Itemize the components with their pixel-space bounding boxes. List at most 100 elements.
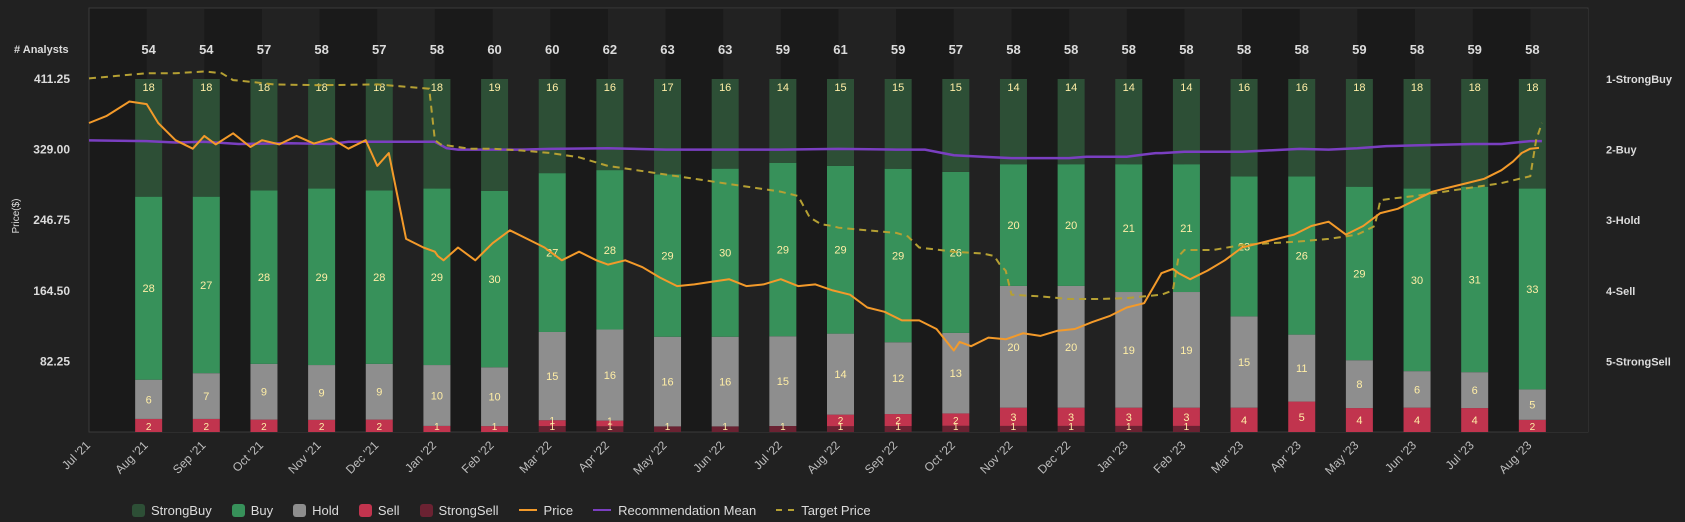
bar-buy <box>654 174 682 337</box>
bar-value-label: 2 <box>146 422 152 433</box>
bar-value-label: 4 <box>1414 415 1420 427</box>
bar-buy <box>1057 164 1085 286</box>
bar-value-label: 19 <box>1123 345 1135 357</box>
price-tick-label: 82.25 <box>40 354 70 368</box>
bar-value-label: 18 <box>315 82 327 94</box>
bar-value-label: 10 <box>488 392 500 404</box>
bar-strongsell <box>538 426 566 432</box>
bar-value-label: 1 <box>665 422 671 433</box>
analyst-count: 62 <box>603 42 617 57</box>
bar-value-label: 20 <box>1065 342 1077 354</box>
price-tick-label: 164.50 <box>33 284 70 298</box>
bar-strongsell <box>769 426 797 432</box>
bar-value-label: 29 <box>777 245 789 257</box>
bar-value-label: 9 <box>376 387 382 399</box>
bar-value-label: 4 <box>1356 415 1362 427</box>
rating-tick-label: 5-StrongSell <box>1606 356 1671 368</box>
bar-value-label: 1 <box>492 422 498 433</box>
bar-strongbuy <box>884 79 912 169</box>
bar-sell <box>250 419 278 432</box>
bar-value-label: 3 <box>1010 412 1016 424</box>
bar-sell <box>1518 419 1546 432</box>
legend-label: Target Price <box>801 502 871 518</box>
bar-strongbuy <box>481 79 509 191</box>
bar-value-label: 28 <box>143 283 155 295</box>
month-tick-label: Feb '23 <box>1151 438 1189 476</box>
legend-label: Sell <box>377 502 400 518</box>
legend-swatch <box>593 509 612 511</box>
bar-value-label: 2 <box>838 416 844 427</box>
bar-value-label: 3 <box>1068 412 1074 424</box>
month-tick-label: Jan '22 <box>402 438 439 475</box>
legend-item-recommendation-mean[interactable]: Recommendation Mean <box>593 503 756 518</box>
analyst-count: 59 <box>1352 42 1366 57</box>
bar-value-label: 19 <box>1180 345 1192 357</box>
analyst-count: 58 <box>1179 42 1193 57</box>
analyst-count: 58 <box>1122 42 1136 57</box>
legend-label: Buy <box>250 502 274 518</box>
bar-sell <box>192 418 220 432</box>
bar-sell <box>308 419 336 432</box>
analyst-count: 60 <box>487 42 501 57</box>
legend-item-hold[interactable]: Hold <box>293 503 339 518</box>
analysts-axis-label: # Analysts <box>14 44 69 56</box>
bar-value-label: 14 <box>777 82 789 94</box>
month-tick-label: Jul '23 <box>1443 438 1477 472</box>
bar-value-label: 17 <box>661 82 673 94</box>
legend-label: Hold <box>312 502 339 518</box>
month-tick-label: Jun '23 <box>1382 438 1419 475</box>
bar-value-label: 3 <box>1126 412 1132 424</box>
legend-swatch <box>231 503 245 517</box>
bar-strongsell <box>999 425 1027 432</box>
analyst-count: 59 <box>776 42 790 57</box>
price-tick-label: 411.25 <box>34 72 70 86</box>
bar-value-label: 12 <box>892 373 904 385</box>
legend-swatch <box>132 503 145 517</box>
legend-swatch <box>419 503 433 517</box>
legend-item-sell[interactable]: Sell <box>358 502 400 518</box>
analyst-count: 58 <box>1006 42 1020 57</box>
bar-strongsell <box>1115 425 1143 432</box>
bar-hold <box>538 331 566 421</box>
bar-sell <box>1288 401 1316 432</box>
bar-hold <box>769 336 797 427</box>
legend-item-price[interactable]: Price <box>518 503 573 518</box>
bar-strongbuy <box>135 79 163 197</box>
bar-value-label: 20 <box>1007 220 1019 232</box>
bar-value-label: 21 <box>1123 223 1135 235</box>
bar-strongsell <box>1172 425 1200 432</box>
bar-buy <box>423 188 451 366</box>
bar-hold <box>1461 372 1489 409</box>
bar-buy <box>827 165 854 334</box>
analyst-count: 58 <box>1237 42 1251 57</box>
legend-item-strongsell[interactable]: StrongSell <box>419 503 499 518</box>
month-tick-label: Mar '22 <box>516 438 554 476</box>
analyst-count: 61 <box>833 42 847 57</box>
bar-value-label: 16 <box>604 370 616 382</box>
legend-item-target-price[interactable]: Target Price <box>776 502 871 518</box>
legend-swatch <box>776 509 795 511</box>
bar-value-label: 2 <box>376 422 382 433</box>
bar-value-label: 18 <box>1526 82 1538 94</box>
bar-strongsell <box>596 426 624 432</box>
legend-swatch <box>293 503 307 517</box>
bar-value-label: 9 <box>319 387 325 399</box>
bar-strongsell <box>884 426 912 432</box>
bar-value-label: 1 <box>953 422 959 433</box>
bar-hold <box>192 373 220 419</box>
analyst-count: 58 <box>430 42 444 57</box>
price-tick-label: 329.00 <box>33 143 70 157</box>
bar-value-label: 13 <box>950 368 962 380</box>
legend-item-buy[interactable]: Buy <box>231 502 274 518</box>
bar-value-label: 14 <box>1065 82 1077 94</box>
legend-label: Recommendation Mean <box>618 502 757 518</box>
bar-buy <box>481 190 509 368</box>
bar-value-label: 1 <box>434 422 440 433</box>
month-tick-label: Mar '23 <box>1208 438 1246 476</box>
bar-buy <box>1345 186 1373 361</box>
bar-value-label: 26 <box>950 247 962 259</box>
bar-sell <box>1230 407 1258 432</box>
bar-strongbuy <box>1115 79 1143 165</box>
analyst-count: 58 <box>314 42 328 57</box>
legend-item-strongbuy[interactable]: StrongBuy <box>132 503 212 518</box>
